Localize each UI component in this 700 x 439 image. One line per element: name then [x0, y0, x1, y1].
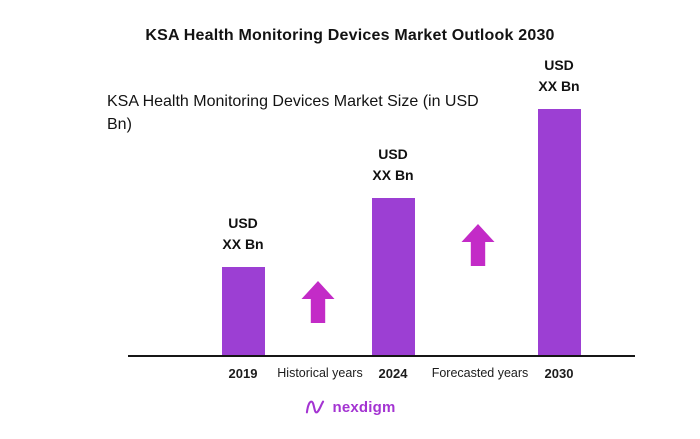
annotation-historical-years: Historical years [277, 366, 363, 380]
x-axis-line [128, 355, 635, 357]
growth-up-arrow-icon [461, 224, 495, 266]
bar-value-label: USD XX Bn [372, 144, 413, 186]
bar-2019 [221, 267, 265, 355]
bar-value-line2: XX Bn [222, 236, 264, 252]
bar-value-line1: USD [544, 57, 574, 73]
bar-value-line2: XX Bn [372, 167, 414, 183]
annotation-forecasted-years: Forecasted years [431, 366, 529, 380]
brand-name: nexdigm [332, 398, 396, 416]
bar-value-line1: USD [228, 215, 258, 231]
bar-2030 [537, 109, 581, 355]
x-tick-2030: 2030 [544, 366, 574, 381]
growth-up-arrow-icon [301, 281, 335, 323]
chart-title: KSA Health Monitoring Devices Market Out… [145, 27, 555, 44]
x-tick-2019: 2019 [228, 366, 258, 381]
x-tick-2024: 2024 [378, 366, 408, 381]
chart-subtitle: KSA Health Monitoring Devices Market Siz… [107, 93, 479, 134]
bar-group-2030: USD XX Bn [505, 55, 613, 355]
bar-2024 [371, 198, 415, 355]
bar-value-line1: USD [378, 146, 408, 162]
brand-logo: nexdigm [0, 394, 700, 420]
bar-value-label: USD XX Bn [538, 55, 579, 97]
bar-group-2019: USD XX Bn [189, 213, 297, 355]
bar-value-line2: XX Bn [538, 78, 580, 94]
nexdigm-logo-icon [306, 400, 325, 414]
bar-group-2024: USD XX Bn [339, 144, 447, 355]
bar-value-label: USD XX Bn [222, 213, 263, 255]
